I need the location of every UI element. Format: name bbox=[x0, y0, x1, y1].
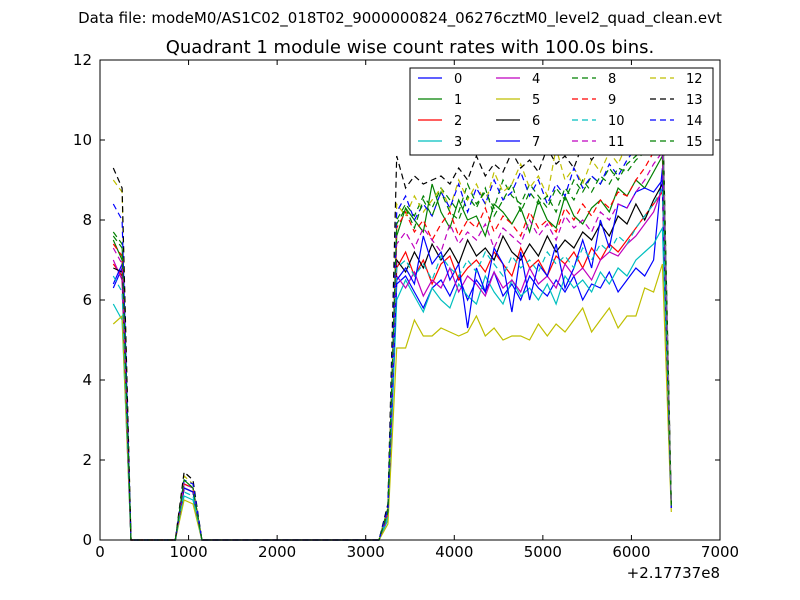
y-tick-label: 8 bbox=[82, 211, 92, 229]
x-tick-label: 7000 bbox=[701, 543, 739, 561]
legend-label-1: 1 bbox=[454, 93, 462, 108]
y-tick-label: 10 bbox=[73, 131, 92, 149]
x-axis-offset-label: +2.17737e8 bbox=[627, 564, 720, 582]
legend-label-14: 14 bbox=[686, 114, 703, 129]
legend-label-6: 6 bbox=[532, 114, 540, 129]
legend-label-4: 4 bbox=[532, 72, 540, 87]
y-tick-label: 0 bbox=[82, 531, 92, 549]
legend-label-15: 15 bbox=[686, 135, 703, 150]
y-tick-label: 12 bbox=[73, 51, 92, 69]
y-tick-label: 2 bbox=[82, 451, 92, 469]
legend-label-13: 13 bbox=[686, 93, 703, 108]
legend-label-9: 9 bbox=[608, 93, 616, 108]
legend-label-3: 3 bbox=[454, 135, 462, 150]
legend-label-12: 12 bbox=[686, 72, 703, 87]
figure-suptitle: Data file: modeM0/AS1C02_018T02_90000008… bbox=[78, 9, 722, 27]
y-tick-label: 6 bbox=[82, 291, 92, 309]
legend-label-11: 11 bbox=[608, 135, 625, 150]
x-tick-label: 4000 bbox=[435, 543, 473, 561]
x-tick-label: 1000 bbox=[169, 543, 207, 561]
legend-label-5: 5 bbox=[532, 93, 540, 108]
x-tick-label: 2000 bbox=[258, 543, 296, 561]
legend-label-7: 7 bbox=[532, 135, 540, 150]
x-tick-label: 5000 bbox=[524, 543, 562, 561]
x-tick-label: 0 bbox=[95, 543, 105, 561]
x-tick-label: 3000 bbox=[347, 543, 385, 561]
x-tick-label: 6000 bbox=[612, 543, 650, 561]
chart-title: Quadrant 1 module wise count rates with … bbox=[165, 37, 655, 58]
legend-label-0: 0 bbox=[454, 72, 462, 87]
legend-label-8: 8 bbox=[608, 72, 616, 87]
legend-label-2: 2 bbox=[454, 114, 462, 129]
series-line-9 bbox=[112, 138, 672, 541]
legend-label-10: 10 bbox=[608, 114, 625, 129]
y-tick-label: 4 bbox=[82, 371, 92, 389]
